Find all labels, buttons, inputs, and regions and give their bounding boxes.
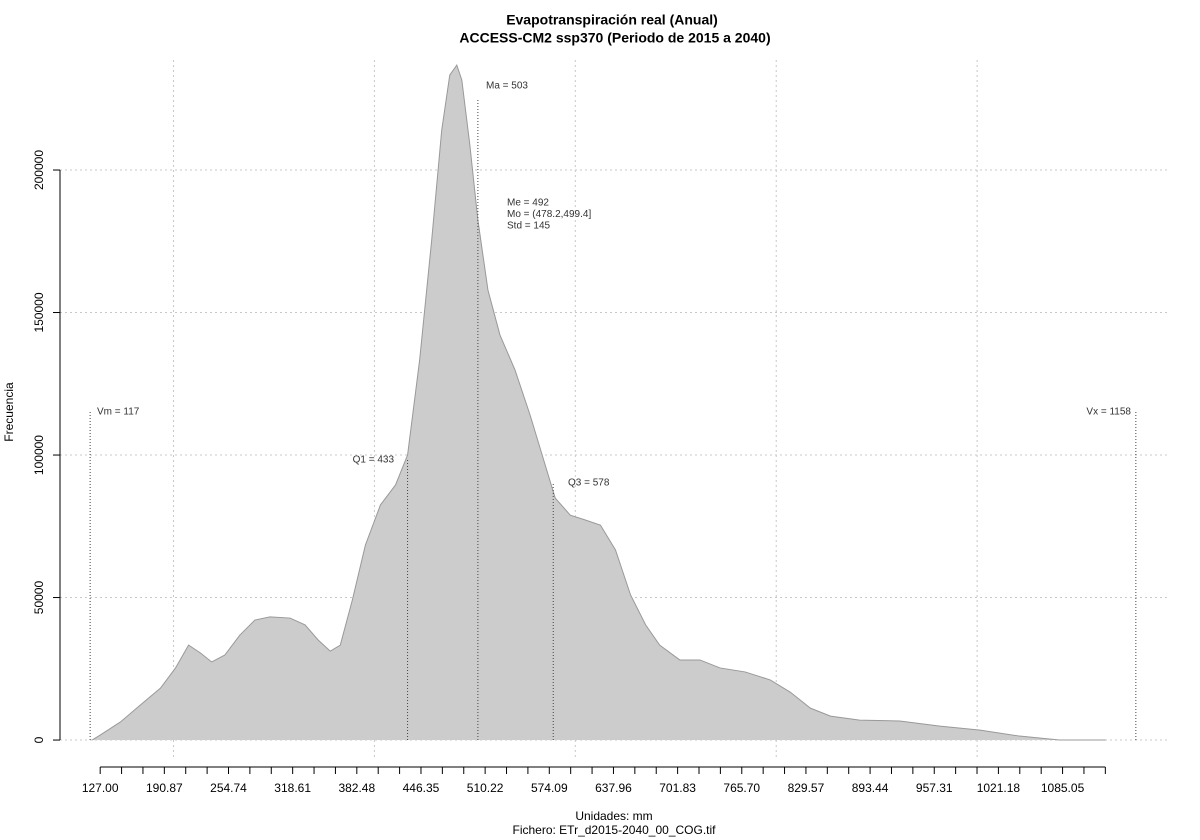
stat-label: Me = 492 [507,198,549,209]
marker-label: Ma = 503 [486,81,528,92]
chart-subtitle: ACCESS-CM2 ssp370 (Periodo de 2015 a 204… [459,30,770,46]
x-axis-label: Unidades: mm [575,809,652,823]
x-tick-label: 893.44 [852,781,889,795]
y-axis-label: Frecuencia [2,382,16,442]
stat-label: Std = 145 [507,221,551,232]
x-tick-label: 637.96 [595,781,632,795]
y-tick-label: 150000 [32,292,46,332]
marker-label: Vm = 117 [97,407,140,418]
x-tick-label: 829.57 [788,781,825,795]
y-tick-label: 200000 [32,150,46,190]
caption: Fichero: ETr_d2015-2040_00_COG.tif [513,823,717,837]
x-tick-label: 1021.18 [977,781,1021,795]
marker-label: Vx = 1158 [1086,407,1131,418]
x-tick-label: 1085.05 [1041,781,1085,795]
area [92,65,1106,741]
y-tick-label: 0 [32,736,46,743]
line [91,64,1106,741]
x-tick-label: 318.61 [274,781,311,795]
x-tick-label: 190.87 [146,781,183,795]
x-tick-label: 446.35 [403,781,440,795]
x-tick-label: 957.31 [916,781,953,795]
stat-label: Mo = (478.2,499.4] [507,209,591,220]
y-tick-label: 100000 [32,435,46,475]
x-tick-label: 574.09 [531,781,568,795]
marker-label: Q3 = 578 [568,478,610,489]
marker-label: Q1 = 433 [353,455,395,466]
x-tick-label: 765.70 [723,781,760,795]
x-tick-label: 701.83 [659,781,696,795]
x-tick-label: 510.22 [467,781,504,795]
x-tick-label: 127.00 [82,781,119,795]
x-tick-label: 254.74 [210,781,247,795]
y-tick-label: 50000 [32,581,46,615]
x-tick-label: 382.48 [338,781,375,795]
chart-title: Evapotranspiración real (Anual) [506,12,718,28]
